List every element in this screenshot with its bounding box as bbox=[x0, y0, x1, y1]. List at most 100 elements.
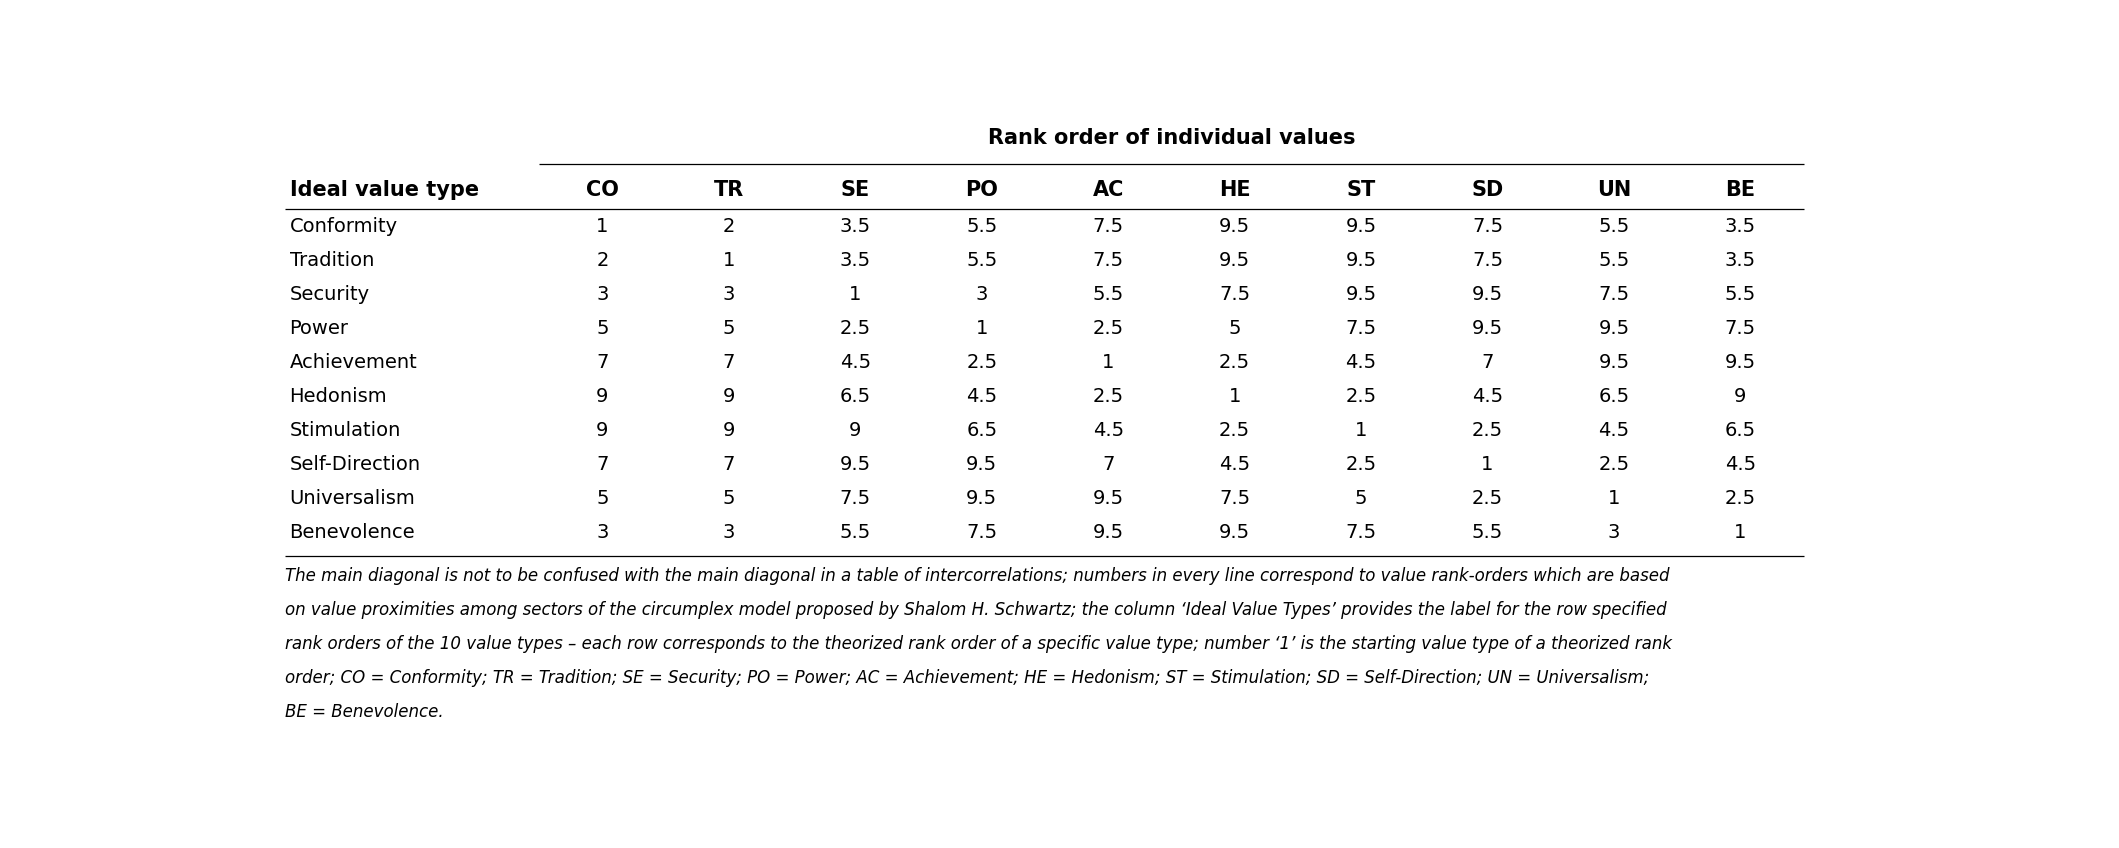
Text: Hedonism: Hedonism bbox=[290, 387, 388, 405]
Text: Rank order of individual values: Rank order of individual values bbox=[987, 128, 1356, 148]
Text: 6.5: 6.5 bbox=[966, 421, 998, 440]
Text: UN: UN bbox=[1598, 180, 1632, 200]
Text: Conformity: Conformity bbox=[290, 217, 398, 236]
Text: 3: 3 bbox=[1608, 522, 1621, 542]
Text: 9.5: 9.5 bbox=[1218, 522, 1250, 542]
Text: Universalism: Universalism bbox=[290, 488, 415, 508]
Text: 1: 1 bbox=[1608, 488, 1621, 508]
Text: 3.5: 3.5 bbox=[1725, 251, 1757, 270]
Text: 3: 3 bbox=[975, 285, 987, 304]
Text: Tradition: Tradition bbox=[290, 251, 373, 270]
Text: 1: 1 bbox=[1733, 522, 1746, 542]
Text: The main diagonal is not to be confused with the main diagonal in a table of int: The main diagonal is not to be confused … bbox=[284, 567, 1670, 585]
Text: 5: 5 bbox=[595, 319, 608, 338]
Text: Stimulation: Stimulation bbox=[290, 421, 400, 440]
Text: 4.5: 4.5 bbox=[966, 387, 998, 405]
Text: 9: 9 bbox=[595, 421, 608, 440]
Text: 9: 9 bbox=[595, 387, 608, 405]
Text: AC: AC bbox=[1093, 180, 1123, 200]
Text: order; CO = Conformity; TR = Tradition; SE = Security; PO = Power; AC = Achievem: order; CO = Conformity; TR = Tradition; … bbox=[284, 669, 1649, 687]
Text: 9: 9 bbox=[1733, 387, 1746, 405]
Text: 3.5: 3.5 bbox=[839, 217, 871, 236]
Text: TR: TR bbox=[714, 180, 744, 200]
Text: 5.5: 5.5 bbox=[966, 251, 998, 270]
Text: 4.5: 4.5 bbox=[839, 353, 871, 371]
Text: SE: SE bbox=[841, 180, 871, 200]
Text: 7.5: 7.5 bbox=[1218, 488, 1250, 508]
Text: 2.5: 2.5 bbox=[839, 319, 871, 338]
Text: 9.5: 9.5 bbox=[1473, 319, 1502, 338]
Text: 2.5: 2.5 bbox=[1218, 421, 1250, 440]
Text: 1: 1 bbox=[1229, 387, 1242, 405]
Text: 2.5: 2.5 bbox=[1473, 421, 1502, 440]
Text: 7.5: 7.5 bbox=[1346, 319, 1377, 338]
Text: 1: 1 bbox=[975, 319, 987, 338]
Text: 4.5: 4.5 bbox=[1473, 387, 1502, 405]
Text: 7.5: 7.5 bbox=[1218, 285, 1250, 304]
Text: 2.5: 2.5 bbox=[1346, 387, 1377, 405]
Text: BE = Benevolence.: BE = Benevolence. bbox=[284, 703, 443, 721]
Text: BE: BE bbox=[1725, 180, 1755, 200]
Text: 3: 3 bbox=[723, 285, 735, 304]
Text: 2.5: 2.5 bbox=[1346, 455, 1377, 474]
Text: 4.5: 4.5 bbox=[1093, 421, 1123, 440]
Text: 9: 9 bbox=[723, 421, 735, 440]
Text: 1: 1 bbox=[1102, 353, 1115, 371]
Text: 9.5: 9.5 bbox=[1346, 251, 1377, 270]
Text: 9.5: 9.5 bbox=[1218, 251, 1250, 270]
Text: 9: 9 bbox=[850, 421, 862, 440]
Text: 7.5: 7.5 bbox=[1346, 522, 1377, 542]
Text: 4.5: 4.5 bbox=[1725, 455, 1757, 474]
Text: 7: 7 bbox=[1102, 455, 1115, 474]
Text: 7.5: 7.5 bbox=[1598, 285, 1630, 304]
Text: 6.5: 6.5 bbox=[839, 387, 871, 405]
Text: 3: 3 bbox=[595, 285, 608, 304]
Text: 7.5: 7.5 bbox=[1473, 251, 1502, 270]
Text: 9.5: 9.5 bbox=[1346, 217, 1377, 236]
Text: 5.5: 5.5 bbox=[1725, 285, 1757, 304]
Text: 1: 1 bbox=[723, 251, 735, 270]
Text: 5.5: 5.5 bbox=[1598, 217, 1630, 236]
Text: 2.5: 2.5 bbox=[1218, 353, 1250, 371]
Text: 5: 5 bbox=[723, 319, 735, 338]
Text: 4.5: 4.5 bbox=[1346, 353, 1377, 371]
Text: 7.5: 7.5 bbox=[1093, 217, 1123, 236]
Text: 9.5: 9.5 bbox=[966, 455, 998, 474]
Text: 2.5: 2.5 bbox=[1093, 387, 1123, 405]
Text: 7.5: 7.5 bbox=[839, 488, 871, 508]
Text: 5.5: 5.5 bbox=[1598, 251, 1630, 270]
Text: 2.5: 2.5 bbox=[966, 353, 998, 371]
Text: 7.5: 7.5 bbox=[1093, 251, 1123, 270]
Text: 4.5: 4.5 bbox=[1598, 421, 1630, 440]
Text: 7: 7 bbox=[723, 455, 735, 474]
Text: Achievement: Achievement bbox=[290, 353, 417, 371]
Text: 7.5: 7.5 bbox=[1725, 319, 1757, 338]
Text: on value proximities among sectors of the circumplex model proposed by Shalom H.: on value proximities among sectors of th… bbox=[284, 601, 1666, 619]
Text: 6.5: 6.5 bbox=[1725, 421, 1757, 440]
Text: 1: 1 bbox=[595, 217, 608, 236]
Text: 5: 5 bbox=[1229, 319, 1242, 338]
Text: 2.5: 2.5 bbox=[1473, 488, 1502, 508]
Text: 7: 7 bbox=[723, 353, 735, 371]
Text: 2.5: 2.5 bbox=[1598, 455, 1630, 474]
Text: 3: 3 bbox=[595, 522, 608, 542]
Text: 9.5: 9.5 bbox=[1598, 353, 1630, 371]
Text: 5: 5 bbox=[1354, 488, 1367, 508]
Text: 5: 5 bbox=[595, 488, 608, 508]
Text: 4.5: 4.5 bbox=[1218, 455, 1250, 474]
Text: 7: 7 bbox=[595, 353, 608, 371]
Text: 9.5: 9.5 bbox=[966, 488, 998, 508]
Text: Security: Security bbox=[290, 285, 369, 304]
Text: 9.5: 9.5 bbox=[1346, 285, 1377, 304]
Text: 2: 2 bbox=[595, 251, 608, 270]
Text: 9.5: 9.5 bbox=[1093, 488, 1123, 508]
Text: 7.5: 7.5 bbox=[1473, 217, 1502, 236]
Text: 5.5: 5.5 bbox=[839, 522, 871, 542]
Text: 9.5: 9.5 bbox=[1473, 285, 1502, 304]
Text: 7.5: 7.5 bbox=[966, 522, 998, 542]
Text: Ideal value type: Ideal value type bbox=[290, 180, 479, 200]
Text: 1: 1 bbox=[1354, 421, 1367, 440]
Text: rank orders of the 10 value types – each row corresponds to the theorized rank o: rank orders of the 10 value types – each… bbox=[284, 635, 1672, 653]
Text: 5: 5 bbox=[723, 488, 735, 508]
Text: 9.5: 9.5 bbox=[1725, 353, 1757, 371]
